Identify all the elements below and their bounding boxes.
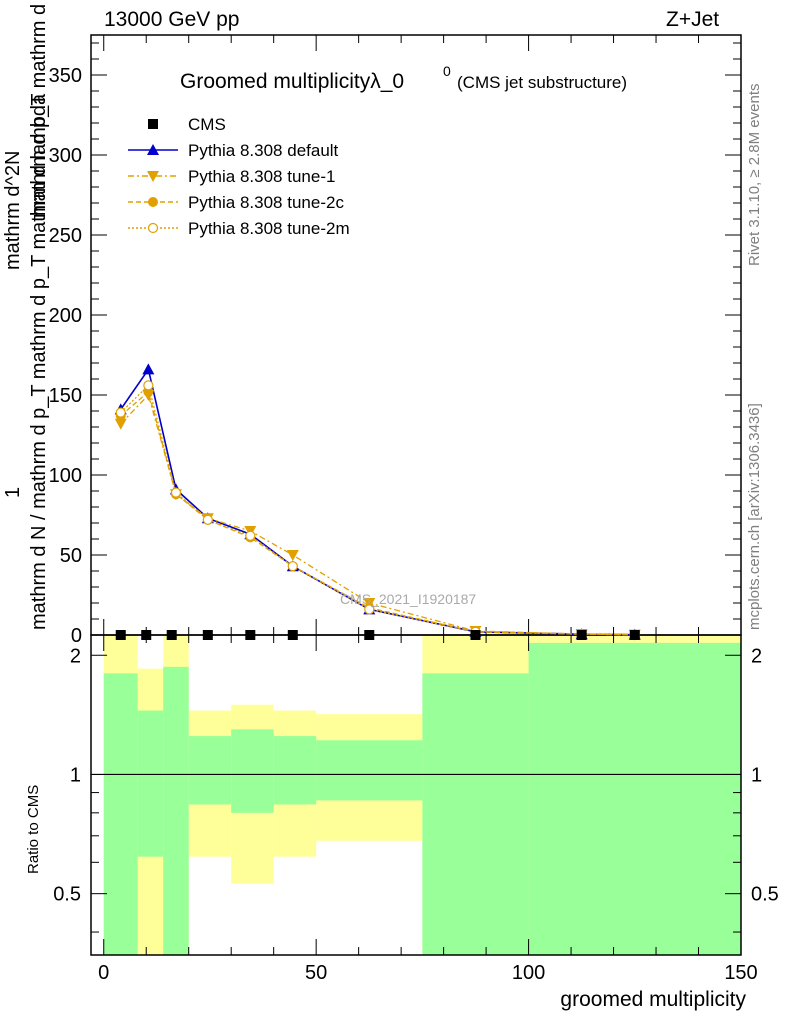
- legend-marker: [147, 222, 159, 234]
- ratio-y-label: Ratio to CMS: [25, 785, 42, 874]
- data-point: [364, 630, 375, 640]
- ratio-y-tick-label: 0.5: [751, 884, 779, 906]
- data-point: [166, 630, 177, 640]
- legend-label: Pythia 8.308 default: [188, 141, 339, 160]
- y-tick-label: 50: [60, 545, 82, 567]
- data-point: [629, 630, 640, 640]
- legend-marker: [148, 119, 158, 129]
- x-tick-label: 100: [512, 962, 545, 984]
- legend-marker: [148, 197, 158, 207]
- y-tick-label: 0: [71, 625, 82, 647]
- ratio-band-inner: [273, 736, 317, 805]
- ratio-band-inner: [137, 710, 164, 857]
- main-panel: 0 50 100 150 200 250 300 350: [49, 34, 742, 647]
- energy-label: 13000 GeV pp: [104, 8, 240, 31]
- data-point: [114, 418, 127, 430]
- ratio-y-tick-label: 2: [751, 645, 762, 667]
- y-tick-label: 350: [49, 65, 82, 87]
- ratio-band-inner: [163, 666, 189, 955]
- ratio-y-tick-label: 2: [70, 645, 81, 667]
- ratio-panel: 0 50 100 150 0.5 0.5 1 1 2 2: [53, 634, 779, 984]
- chart-title: Groomed multiplicityλ_0: [180, 70, 404, 93]
- y-tick-label: 150: [49, 385, 82, 407]
- legend-label: Pythia 8.308 tune-2c: [188, 193, 344, 212]
- ratio-y-tick-label: 0.5: [53, 884, 81, 906]
- data-point: [202, 514, 213, 525]
- process-label: Z+Jet: [666, 8, 720, 31]
- main-frame: [90, 34, 742, 636]
- legend-marker: [147, 171, 159, 182]
- data-point: [115, 630, 126, 640]
- ratio-y-tick-label: 1: [70, 764, 81, 786]
- legend-label: Pythia 8.308 tune-1: [188, 167, 335, 186]
- data-point: [576, 630, 587, 640]
- data-point: [470, 630, 481, 640]
- ratio-y-tick-label: 1: [751, 764, 762, 786]
- data-point: [287, 630, 298, 640]
- ratio-band-inner: [316, 740, 423, 801]
- y-tick-label: 300: [49, 145, 82, 167]
- chart-subtitle: (CMS jet substructure): [457, 73, 627, 92]
- legend-label: Pythia 8.308 tune-2m: [188, 219, 350, 238]
- legend-label: CMS: [188, 115, 226, 134]
- ratio-band-inner: [422, 673, 529, 955]
- x-axis-label: groomed multiplicity: [560, 988, 746, 1011]
- chart-title-superscript: 0: [443, 63, 451, 79]
- data-point: [286, 550, 299, 561]
- data-point: [170, 487, 182, 498]
- data-point: [143, 380, 154, 391]
- data-point: [287, 561, 298, 572]
- ratio-band-inner: [188, 736, 232, 805]
- data-point: [142, 363, 155, 375]
- ratio-band-inner: [528, 642, 741, 955]
- x-tick-label: 150: [724, 962, 757, 984]
- data-point: [364, 604, 375, 615]
- x-tick-label: 0: [98, 962, 109, 984]
- series-line: [120, 390, 635, 636]
- data-point: [141, 630, 152, 640]
- ratio-band-inner: [231, 729, 274, 813]
- legend: CMS Pythia 8.308 default Pythia 8.308 tune…: [128, 115, 350, 238]
- ratio-band-inner: [103, 673, 138, 955]
- y-tick-label: 100: [49, 465, 82, 487]
- x-tick-label: 50: [305, 962, 327, 984]
- legend-marker: [147, 144, 159, 155]
- data-point: [202, 630, 213, 640]
- data-point: [245, 530, 256, 541]
- y-tick-label: 250: [49, 225, 82, 247]
- watermark: CMS_2021_I1920187: [340, 591, 476, 607]
- data-point: [245, 630, 256, 640]
- y-tick-label: 200: [49, 305, 82, 327]
- data-point: [115, 407, 126, 418]
